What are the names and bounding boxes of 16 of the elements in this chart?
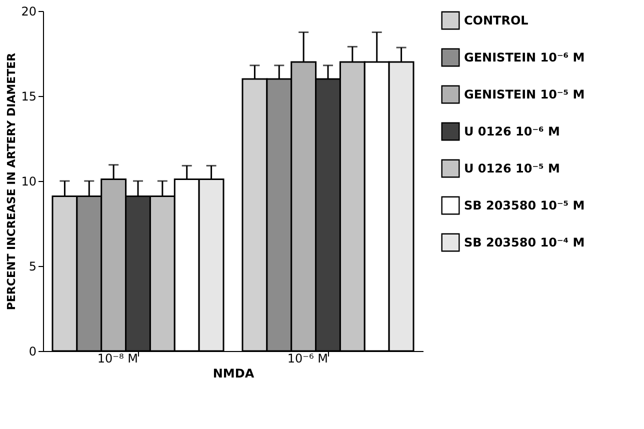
x-axis-title: NMDA xyxy=(212,366,255,380)
y-tick-label: 15 xyxy=(21,90,36,104)
legend-label: SB 203580 10⁻⁵ M xyxy=(464,198,585,212)
legend-label: GENISTEIN 10⁻⁶ M xyxy=(464,50,585,64)
x-tick-label: 10⁻⁶ M xyxy=(287,352,328,366)
y-tick-label: 5 xyxy=(28,260,36,274)
legend-label: CONTROL xyxy=(464,14,529,28)
y-tick-label: 0 xyxy=(28,344,36,358)
x-tick-label: 10⁻⁸ M xyxy=(97,352,138,366)
legend-label: U 0126 10⁻⁶ M xyxy=(464,124,560,138)
legend-label: SB 203580 10⁻⁴ M xyxy=(464,236,585,250)
legend-label: GENISTEIN 10⁻⁵ M xyxy=(464,88,585,102)
legend-label: U 0126 10⁻⁵ M xyxy=(464,162,560,176)
y-tick-label: 20 xyxy=(21,4,36,18)
y-axis-title: PERCENT INCREASE IN ARTERY DIAMETER xyxy=(5,52,18,310)
y-tick-label: 10 xyxy=(21,174,36,188)
